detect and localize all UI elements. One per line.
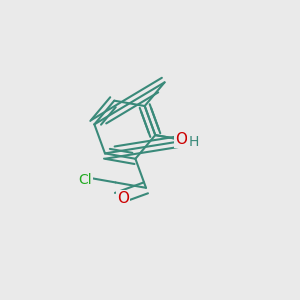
Text: H: H xyxy=(188,135,199,149)
Text: O: O xyxy=(117,191,129,206)
Text: Cl: Cl xyxy=(78,173,92,187)
Text: O: O xyxy=(175,132,187,147)
